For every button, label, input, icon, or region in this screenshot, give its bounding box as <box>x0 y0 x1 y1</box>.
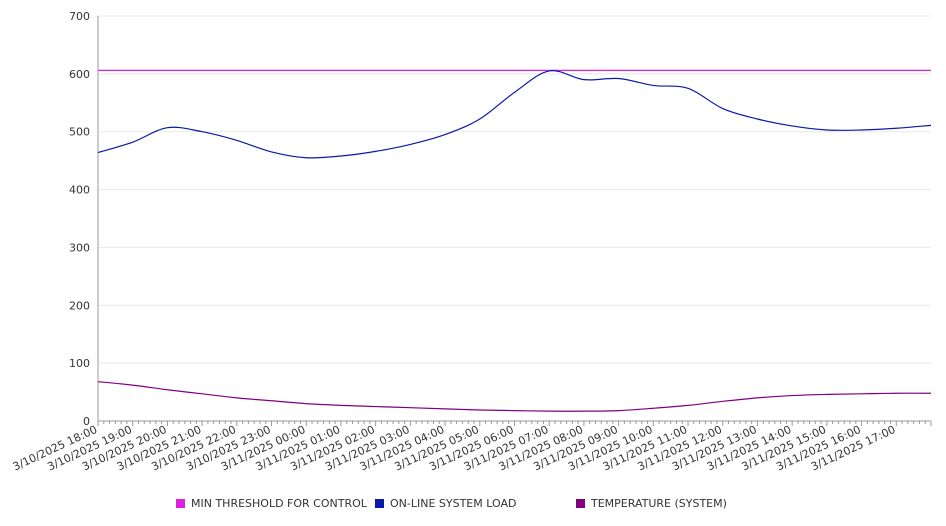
y-tick-label: 600 <box>69 68 90 81</box>
legend-item-temperature[interactable]: TEMPERATURE (SYSTEM) <box>576 497 727 510</box>
series-line-online-load <box>97 70 932 159</box>
y-tick-label: 700 <box>69 10 90 23</box>
legend-label: ON-LINE SYSTEM LOAD <box>390 497 517 510</box>
legend-swatch <box>176 499 185 508</box>
legend-item-min-threshold[interactable]: MIN THRESHOLD FOR CONTROL <box>176 497 367 510</box>
legend-swatch <box>375 499 384 508</box>
legend-label: MIN THRESHOLD FOR CONTROL <box>191 497 367 510</box>
legend-swatch <box>576 499 585 508</box>
y-tick-label: 200 <box>69 299 90 312</box>
legend: MIN THRESHOLD FOR CONTROL ON-LINE SYSTEM … <box>0 497 946 517</box>
y-tick-label: 300 <box>69 241 90 254</box>
y-tick-label: 0 <box>83 415 90 428</box>
y-tick-label: 400 <box>69 184 90 197</box>
y-tick-label: 500 <box>69 126 90 139</box>
y-tick-label: 100 <box>69 357 90 370</box>
legend-item-online-load[interactable]: ON-LINE SYSTEM LOAD <box>375 497 516 510</box>
legend-label: TEMPERATURE (SYSTEM) <box>591 497 727 510</box>
series-line-temperature <box>97 381 932 412</box>
